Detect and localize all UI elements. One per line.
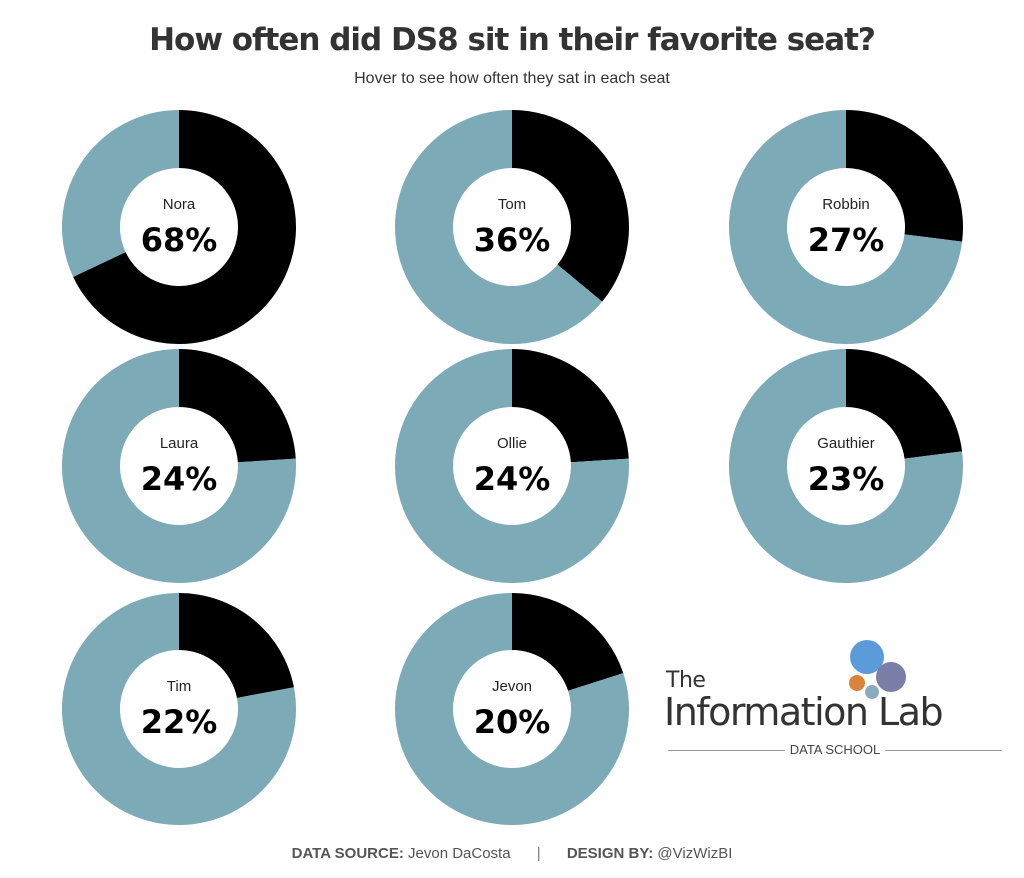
donut-gauthier[interactable]: Gauthier 23% bbox=[729, 349, 963, 583]
chart-title: How often did DS8 sit in their favorite … bbox=[149, 22, 876, 58]
donut-slice-favorite[interactable] bbox=[73, 110, 296, 345]
donut-name-label: Robbin bbox=[822, 196, 870, 213]
footer: DATA SOURCE: Jevon DaCosta | DESIGN BY: … bbox=[0, 845, 1024, 862]
donut-name-label: Nora bbox=[163, 196, 196, 213]
donut-value-label: 24% bbox=[141, 460, 218, 498]
donut-nora[interactable]: Nora 68% bbox=[62, 110, 296, 345]
information-lab-logo: The Information Lab DATA SCHOOL bbox=[660, 632, 1010, 762]
donut-slice-favorite[interactable] bbox=[512, 110, 629, 302]
donut-slice-favorite[interactable] bbox=[179, 593, 294, 698]
donut-jevon[interactable]: Jevon 20% bbox=[395, 593, 629, 826]
donut-ollie[interactable]: Ollie 24% bbox=[395, 349, 629, 584]
donut-grid: Nora 68% Tom 36% Robbin 27% Laura 24% Ollie 24% Ga… bbox=[62, 110, 963, 826]
logo-dot-orange bbox=[849, 675, 865, 691]
logo-subtitle-text: DATA SCHOOL bbox=[784, 742, 886, 757]
donut-name-label: Laura bbox=[160, 435, 199, 452]
footer-separator: | bbox=[536, 845, 541, 862]
source-value: Jevon DaCosta bbox=[408, 845, 511, 862]
donut-value-label: 27% bbox=[808, 221, 885, 259]
design-value: @VizWizBI bbox=[657, 845, 733, 862]
chart-subtitle: Hover to see how often they sat in each … bbox=[354, 70, 670, 87]
donut-value-label: 36% bbox=[474, 221, 551, 259]
donut-tim[interactable]: Tim 22% bbox=[62, 593, 297, 825]
donut-value-label: 68% bbox=[141, 221, 218, 259]
donut-slice-favorite[interactable] bbox=[179, 349, 296, 463]
donut-value-label: 20% bbox=[474, 703, 551, 741]
donut-value-label: 24% bbox=[474, 460, 551, 498]
donut-value-label: 22% bbox=[141, 703, 218, 741]
donut-name-label: Tim bbox=[167, 678, 191, 695]
donut-slice-favorite[interactable] bbox=[512, 349, 629, 463]
donut-name-label: Gauthier bbox=[817, 435, 875, 452]
donut-slice-other[interactable] bbox=[395, 349, 629, 584]
donut-slice-other[interactable] bbox=[729, 110, 963, 344]
logo-the: The bbox=[666, 668, 706, 693]
donut-laura[interactable]: Laura 24% bbox=[62, 349, 297, 584]
donut-slice-other[interactable] bbox=[62, 110, 179, 277]
donut-value-label: 23% bbox=[808, 460, 885, 498]
donut-slice-other[interactable] bbox=[395, 593, 629, 826]
donut-tom[interactable]: Tom 36% bbox=[394, 110, 629, 345]
logo-dot-grey bbox=[865, 685, 879, 699]
donut-slice-other[interactable] bbox=[62, 593, 297, 825]
donut-name-label: Tom bbox=[498, 196, 526, 213]
logo-name: Information Lab bbox=[664, 690, 944, 734]
donut-name-label: Ollie bbox=[497, 435, 527, 452]
logo-dot-purple bbox=[876, 662, 906, 692]
donut-name-label: Jevon bbox=[492, 678, 532, 695]
logo-subtitle: DATA SCHOOL bbox=[668, 742, 1002, 757]
donut-slice-other[interactable] bbox=[729, 349, 963, 583]
donut-slice-other[interactable] bbox=[62, 349, 297, 584]
donut-slice-favorite[interactable] bbox=[846, 110, 963, 242]
design-label: DESIGN BY: bbox=[566, 845, 654, 862]
donut-robbin[interactable]: Robbin 27% bbox=[729, 110, 963, 344]
source-label: DATA SOURCE: bbox=[291, 845, 404, 862]
donut-slice-other[interactable] bbox=[394, 110, 603, 345]
donut-slice-favorite[interactable] bbox=[512, 593, 624, 691]
donut-slice-favorite[interactable] bbox=[846, 349, 963, 459]
